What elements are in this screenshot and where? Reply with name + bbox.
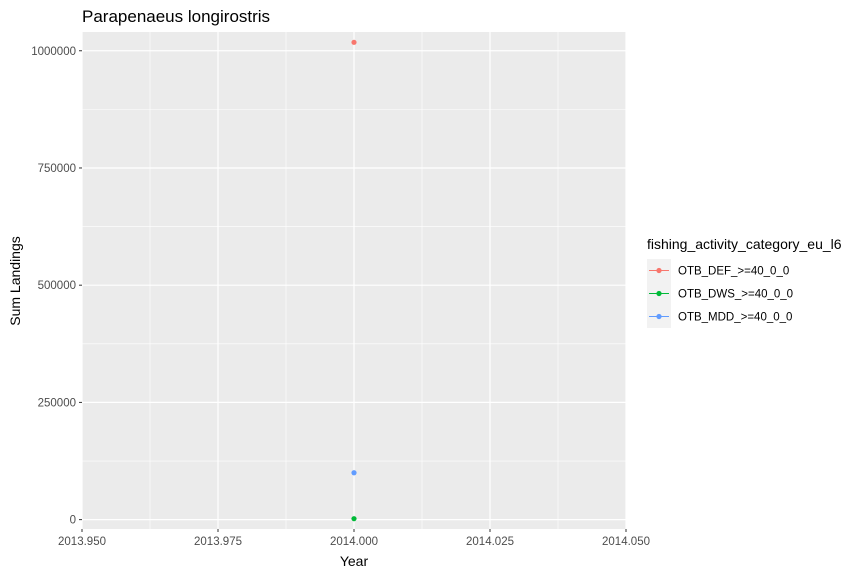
chart-title: Parapenaeus longirostris [82,7,270,26]
data-layer [351,39,357,522]
legend: fishing_activity_category_eu_l6 OTB_DEF_… [647,236,842,328]
legend-key-point [656,267,662,274]
data-point-OTB_DWS_>=40_0_0 [351,516,357,522]
y-axis-label: Sum Landings [7,236,23,326]
x-tick-label: 2014.050 [602,536,650,548]
y-tick-label: 1000000 [31,46,76,58]
x-tick-label: 2013.950 [58,536,106,548]
y-axis: 0 250000 500000 750000 1000000 [31,46,82,527]
data-point-OTB_MDD_>=40_0_0 [351,470,357,476]
legend-title: fishing_activity_category_eu_l6 [647,236,842,252]
legend-key-point [656,313,662,320]
y-tick-label: 500000 [38,280,76,292]
legend-label: OTB_MDD_>=40_0_0 [678,312,792,324]
legend-label: OTB_DEF_>=40_0_0 [678,266,789,278]
x-axis-label: Year [340,553,369,569]
y-tick-label: 0 [70,515,76,527]
x-tick-label: 2014.000 [330,536,378,548]
y-tick-label: 250000 [38,397,76,409]
legend-key-point [656,290,662,297]
x-axis: 2013.950 2013.975 2014.000 2014.025 2014.050 [58,529,650,548]
x-tick-label: 2014.025 [466,536,514,548]
data-point-OTB_DEF_>=40_0_0 [351,39,357,45]
y-tick-label: 750000 [38,163,76,175]
x-tick-label: 2013.975 [194,536,242,548]
legend-label: OTB_DWS_>=40_0_0 [678,289,793,301]
